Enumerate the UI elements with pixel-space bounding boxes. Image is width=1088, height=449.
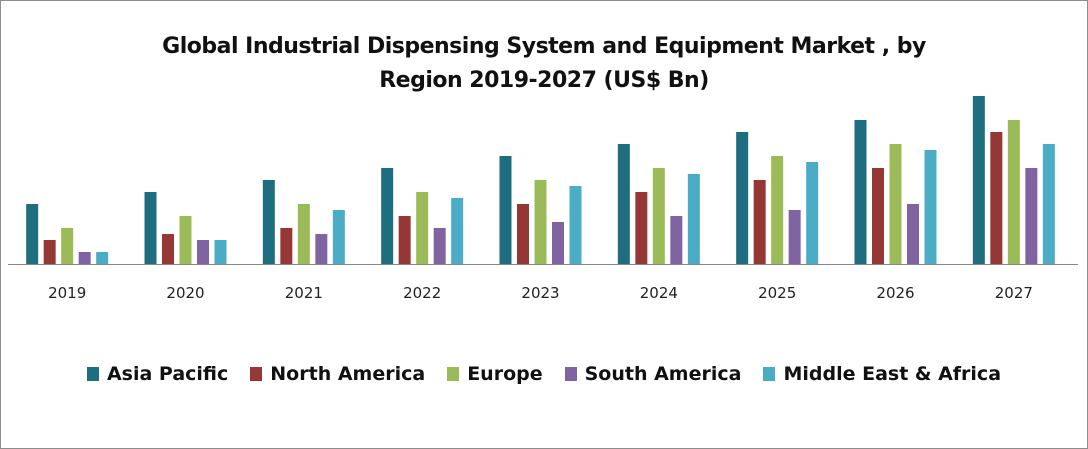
- bar-middle-east-africa-2026: [924, 150, 937, 264]
- bar-middle-east-africa-2027: [1042, 144, 1055, 264]
- bar-europe-2023: [534, 180, 547, 264]
- x-tick-label: 2021: [285, 284, 323, 302]
- bar-north-america-2022: [398, 216, 411, 264]
- legend: Asia Pacific North America Europe South Ame…: [0, 363, 1088, 385]
- bar-europe-2022: [416, 192, 429, 264]
- x-tick-label: 2027: [995, 284, 1033, 302]
- legend-swatch: [763, 367, 776, 381]
- x-tick-label: 2024: [640, 284, 678, 302]
- bar-middle-east-africa-2021: [332, 210, 345, 264]
- bar-south-america-2020: [197, 240, 209, 264]
- legend-item: North America: [250, 363, 425, 385]
- bar-asia-pacific-2022: [381, 168, 394, 264]
- legend-label: Asia Pacific: [106, 363, 229, 385]
- x-tick-label: 2023: [521, 284, 559, 302]
- legend-item: Middle East & Africa: [763, 363, 1001, 385]
- bar-north-america-2021: [280, 228, 293, 264]
- x-tick-label: 2019: [48, 284, 86, 302]
- legend-swatch: [86, 367, 99, 381]
- bar-europe-2026: [889, 144, 902, 264]
- legend-item: Europe: [447, 363, 543, 385]
- bar-middle-east-africa-2022: [451, 198, 464, 264]
- legend-swatch: [250, 367, 263, 381]
- bar-asia-pacific-2020: [144, 192, 157, 264]
- legend-swatch: [564, 367, 577, 381]
- bar-asia-pacific-2024: [617, 144, 630, 264]
- bar-north-america-2026: [872, 168, 884, 264]
- bar-north-america-2023: [517, 204, 529, 264]
- bar-middle-east-africa-2019: [96, 252, 109, 264]
- chart-title-line-2: Region 2019-2027 (US$ Bn): [379, 68, 709, 93]
- bar-europe-2020: [179, 216, 192, 264]
- bar-europe-2025: [771, 156, 784, 264]
- bar-europe-2027: [1007, 120, 1020, 264]
- legend-label: Middle East & Africa: [783, 363, 1002, 385]
- legend-label: North America: [270, 363, 426, 385]
- x-tick-label: 2020: [166, 284, 204, 302]
- x-tick-label: 2026: [876, 284, 914, 302]
- bar-south-america-2027: [1025, 168, 1038, 264]
- bar-north-america-2025: [753, 180, 766, 264]
- bar-middle-east-africa-2020: [214, 240, 227, 264]
- chart-title: Global Industrial Dispensing System and …: [0, 30, 1088, 98]
- bar-north-america-2027: [990, 132, 1003, 264]
- bar-north-america-2019: [43, 240, 56, 264]
- bar-south-america-2022: [433, 228, 446, 264]
- bar-south-america-2024: [670, 216, 683, 264]
- bar-asia-pacific-2025: [736, 132, 749, 264]
- legend-label: South America: [584, 363, 742, 385]
- legend-item: Asia Pacific: [86, 363, 229, 385]
- legend-swatch: [447, 367, 460, 381]
- bar-europe-2019: [61, 228, 74, 264]
- bar-asia-pacific-2027: [972, 96, 985, 264]
- bar-asia-pacific-2023: [499, 156, 512, 264]
- bar-south-america-2021: [315, 234, 328, 264]
- bar-asia-pacific-2021: [262, 180, 275, 264]
- legend-item: South America: [564, 363, 742, 385]
- bar-north-america-2020: [162, 234, 174, 264]
- bar-asia-pacific-2019: [26, 204, 39, 264]
- legend-label: Europe: [467, 363, 543, 385]
- bar-europe-2021: [297, 204, 310, 264]
- bar-europe-2024: [652, 168, 665, 264]
- x-tick-label: 2025: [758, 284, 796, 302]
- x-tick-label: 2022: [403, 284, 441, 302]
- bar-south-america-2025: [788, 210, 801, 264]
- bar-middle-east-africa-2023: [569, 186, 582, 264]
- bar-south-america-2026: [907, 204, 919, 264]
- chart-title-line-1: Global Industrial Dispensing System and …: [162, 34, 926, 59]
- bar-middle-east-africa-2025: [806, 162, 819, 264]
- bar-south-america-2023: [552, 222, 564, 264]
- bar-south-america-2019: [78, 252, 91, 264]
- bar-asia-pacific-2026: [854, 120, 867, 264]
- bar-middle-east-africa-2024: [687, 174, 700, 264]
- bar-north-america-2024: [635, 192, 648, 264]
